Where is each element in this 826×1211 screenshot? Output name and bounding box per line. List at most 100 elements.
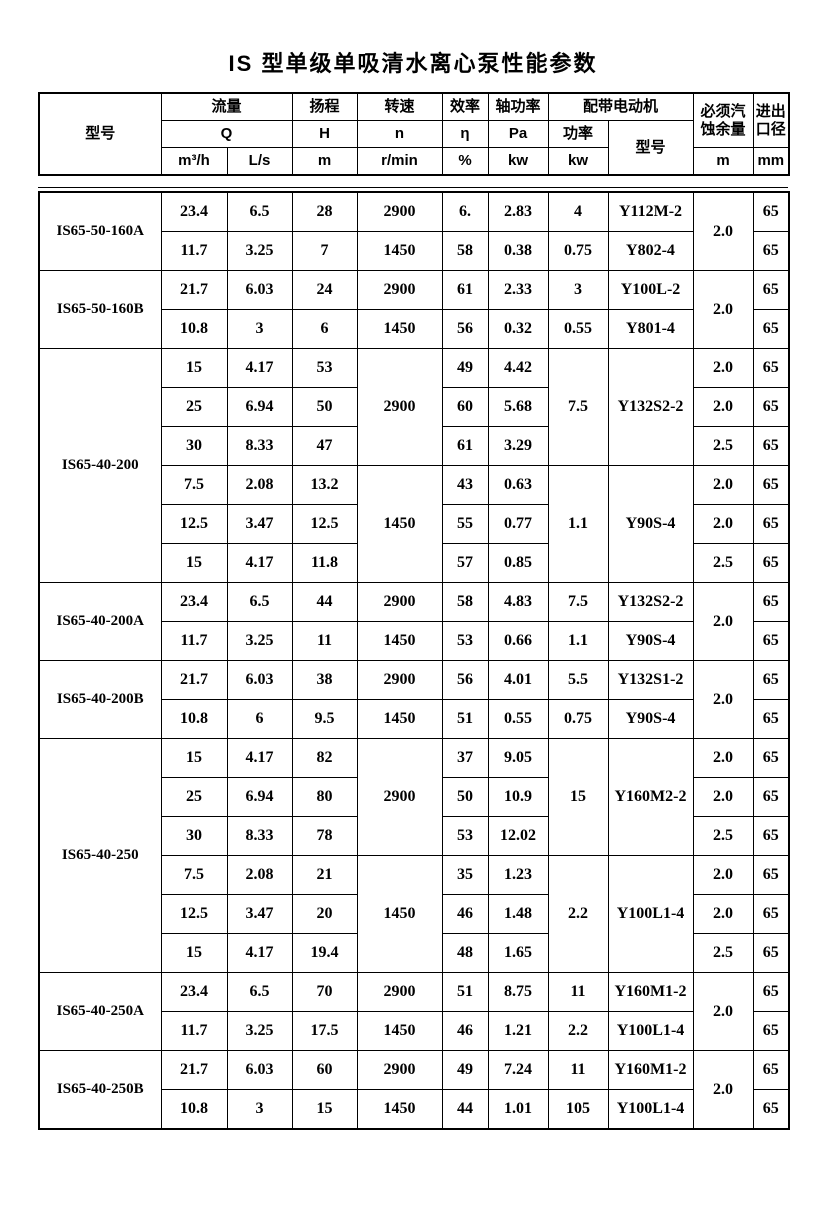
data-cell: 12.5 [160,504,228,544]
data-cell: Y90S-4 [607,465,694,583]
data-cell: 7.24 [487,1050,549,1090]
data-cell: 80 [291,777,358,817]
unit-npsh: m [692,147,754,176]
data-cell: 55 [441,504,489,544]
data-cell: 2.5 [692,426,754,466]
data-cell: 21.7 [160,270,228,310]
col-header-npsh: 必须汽 蚀余量 [692,92,754,148]
data-cell: 46 [441,894,489,934]
header-row-units: m³/h L/s m r/min % kw kw m mm [39,147,790,176]
data-cell: 0.66 [487,621,549,661]
data-cell: 7 [291,231,358,271]
data-cell: 65 [752,855,790,895]
data-cell: 65 [752,933,790,973]
data-cell: 56 [441,660,489,700]
table-row: IS65-50-160A 23.4 6.5 28 2900 6. 2.83 4 Y112M-2 2… [38,191,790,271]
data-cell: 13.2 [291,465,358,505]
table-row: IS65-50-160B 21.7 6.03 24 2900 61 2.33 3 Y100L-2… [38,270,790,349]
data-cell: 10.8 [160,699,228,739]
col-header-efficiency: 效率 [441,92,489,121]
unit-flow-m3h: m³/h [160,147,228,176]
table-row: 12.5 3.47 20 46 1.48 2.0 65 [39,894,790,934]
data-cell: 11 [547,1050,609,1090]
data-cell: 6.5 [226,582,293,622]
data-cell: Y802-4 [607,231,694,271]
data-cell: 2900 [356,270,443,310]
header-row-1: 型号 流量 扬程 转速 效率 轴功率 配带电动机 必须汽 蚀余量 进出 口径 [38,92,790,176]
header-row-2: Q H n η Pa 功率 型号 [39,120,789,176]
unit-speed: r/min [356,147,443,176]
data-cell: 25 [160,387,228,427]
table-row: 11.7 3.25 7 1450 58 0.38 0.75 Y802-4 65 [39,231,790,271]
unit-efficiency: % [441,147,489,176]
unit-shaft-power: kw [487,147,549,176]
data-cell: 2.83 [487,191,549,232]
data-cell: 65 [752,231,790,271]
data-cell: 65 [752,699,790,739]
data-cell: 1450 [356,699,443,739]
table-row: 7.5 2.08 13.2 1450 43 0.63 1.1 Y90S-4 2.0 65 [39,465,790,583]
data-cell: 30 [160,816,228,856]
data-cell: 53 [291,348,358,388]
data-cell: 2.5 [692,543,754,583]
data-cell: 15 [160,543,228,583]
data-cell: 1450 [356,1089,443,1130]
data-cell: 1.01 [487,1089,549,1130]
col-header-speed: 转速 [356,92,443,121]
data-cell: Y100L1-4 [607,1011,694,1051]
unit-head: m [291,147,358,176]
table-row: 25 6.94 50 60 5.68 2.0 65 [39,387,790,427]
col-header-model: 型号 [38,92,162,176]
data-cell: 61 [441,426,489,466]
data-cell: 12.5 [160,894,228,934]
data-cell: 3.25 [226,621,293,661]
data-cell: 23.4 [160,191,228,232]
data-cell: 3 [226,1089,293,1130]
data-cell: 51 [441,972,489,1012]
data-cell: 30 [160,426,228,466]
data-cell: 1.1 [547,465,609,583]
table-row: 15 4.17 11.8 57 0.85 2.5 65 [39,543,790,583]
data-cell: 12.02 [487,816,549,856]
data-cell: 3 [226,309,293,349]
data-cell: 1.1 [547,621,609,661]
data-cell: 1450 [356,855,443,973]
col-header-head: 扬程 [291,92,358,121]
data-cell: 50 [441,777,489,817]
data-cell: 2.0 [692,387,754,427]
data-cell: 7.5 [547,348,609,466]
data-cell: 6.03 [226,1050,293,1090]
table-row: 30 8.33 78 53 12.02 2.5 65 [39,816,790,856]
symbol-shaft-power: Pa [487,120,549,148]
page-title: IS 型单级单吸清水离心泵性能参数 [228,51,598,76]
data-cell: 4.01 [487,660,549,700]
data-cell: 3.29 [487,426,549,466]
data-cell: 3.47 [226,504,293,544]
pump-table-body: IS65-50-160A 23.4 6.5 28 2900 6. 2.83 4 Y112M-2 2… [38,191,790,1130]
data-cell: 11.7 [160,621,228,661]
data-cell: 15 [160,738,228,778]
data-cell: Y801-4 [607,309,694,349]
data-cell: 2900 [356,738,443,856]
data-cell: 65 [752,972,790,1012]
data-cell: 2900 [356,1050,443,1090]
data-cell: 0.55 [487,699,549,739]
data-cell: 60 [291,1050,358,1090]
data-cell: 7.5 [160,855,228,895]
data-cell: 58 [441,231,489,271]
data-cell: 65 [752,1011,790,1051]
data-cell: 2.0 [692,660,754,739]
col-header-motor-model: 型号 [607,120,694,176]
data-cell: 4.83 [487,582,549,622]
data-cell: 2.0 [692,777,754,817]
data-cell: 0.75 [547,699,609,739]
data-cell: 28 [291,191,358,232]
data-cell: 61 [441,270,489,310]
data-cell: 21.7 [160,660,228,700]
data-cell: 50 [291,387,358,427]
unit-flow-ls: L/s [226,147,293,176]
data-cell: 15 [160,933,228,973]
model-cell: IS65-40-250B [38,1050,162,1130]
data-cell: 65 [752,582,790,622]
data-cell: 2.0 [692,348,754,388]
